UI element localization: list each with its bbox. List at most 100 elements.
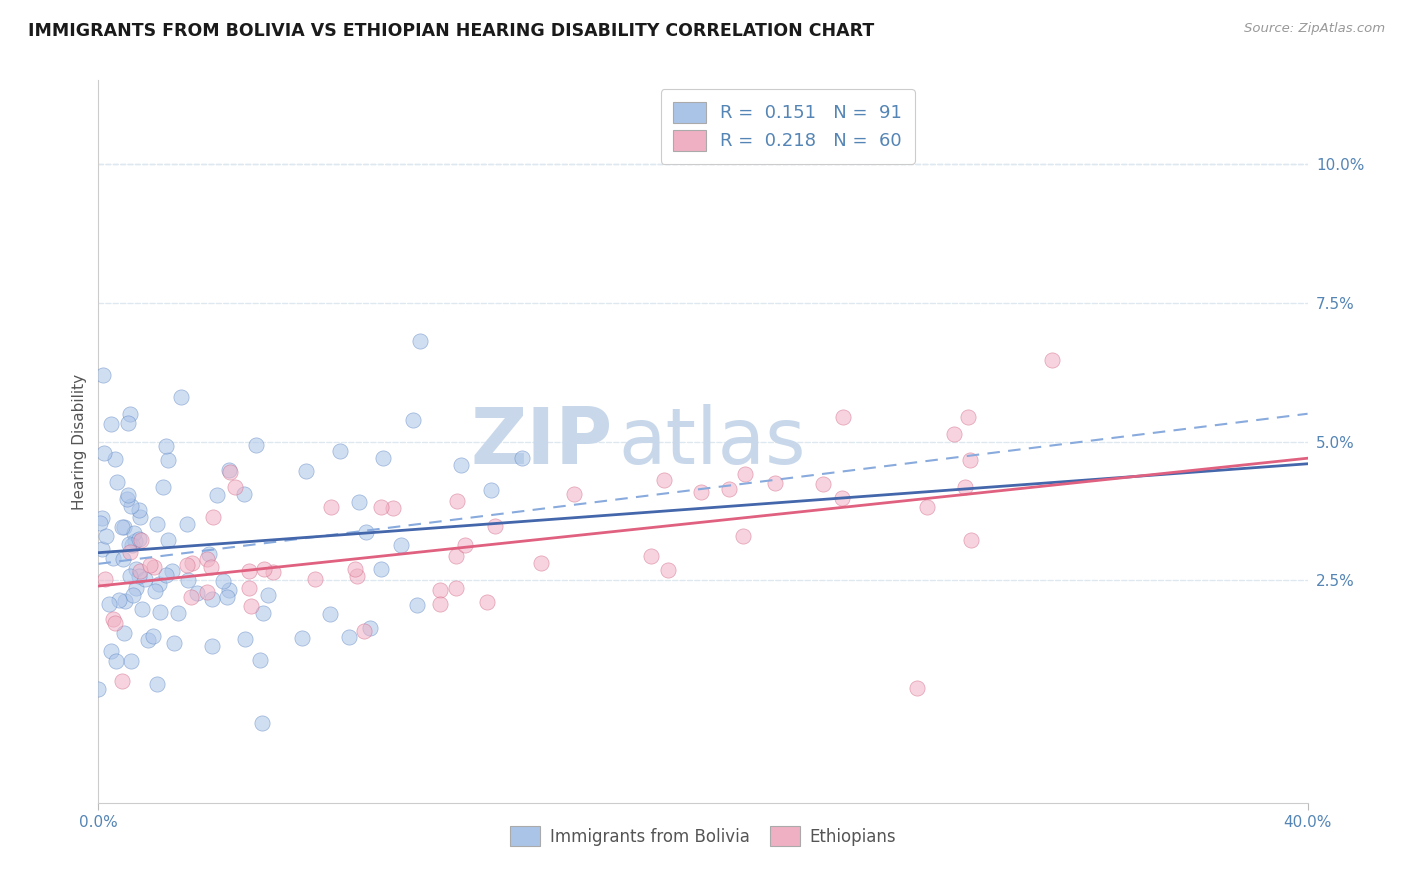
Point bbox=[118, 537, 141, 551]
Point bbox=[481, 483, 503, 497]
Point bbox=[319, 500, 342, 514]
Point bbox=[170, 390, 193, 404]
Point bbox=[256, 589, 278, 603]
Point bbox=[186, 586, 208, 600]
Point bbox=[253, 561, 276, 575]
Point bbox=[118, 545, 141, 559]
Point bbox=[224, 480, 246, 494]
Point bbox=[346, 569, 368, 583]
Text: atlas: atlas bbox=[619, 403, 806, 480]
Point bbox=[238, 564, 260, 578]
Point bbox=[100, 417, 122, 432]
Point bbox=[831, 491, 853, 505]
Point bbox=[142, 629, 165, 643]
Point bbox=[129, 509, 152, 524]
Point bbox=[218, 462, 240, 476]
Point bbox=[304, 572, 326, 586]
Point bbox=[143, 583, 166, 598]
Point bbox=[249, 652, 271, 666]
Point bbox=[652, 473, 675, 487]
Point bbox=[155, 440, 177, 454]
Point bbox=[731, 529, 754, 543]
Point bbox=[201, 509, 224, 524]
Point bbox=[245, 437, 267, 451]
Point bbox=[93, 572, 115, 586]
Point bbox=[1040, 352, 1063, 367]
Point bbox=[96, 529, 118, 543]
Point bbox=[690, 485, 713, 500]
Point bbox=[145, 516, 167, 531]
Legend: Immigrants from Bolivia, Ethiopians: Immigrants from Bolivia, Ethiopians bbox=[503, 820, 903, 852]
Point bbox=[262, 565, 284, 579]
Point bbox=[100, 643, 122, 657]
Point bbox=[252, 607, 274, 621]
Point bbox=[446, 549, 468, 564]
Point bbox=[238, 581, 260, 595]
Point bbox=[91, 368, 114, 382]
Point bbox=[111, 520, 134, 534]
Point bbox=[156, 453, 179, 467]
Point bbox=[218, 582, 240, 597]
Point bbox=[105, 654, 128, 668]
Point bbox=[200, 591, 222, 606]
Point bbox=[429, 597, 451, 611]
Point bbox=[211, 574, 233, 588]
Point bbox=[198, 548, 221, 562]
Point bbox=[112, 625, 135, 640]
Point bbox=[217, 591, 239, 605]
Text: IMMIGRANTS FROM BOLIVIA VS ETHIOPIAN HEARING DISABILITY CORRELATION CHART: IMMIGRANTS FROM BOLIVIA VS ETHIOPIAN HEA… bbox=[28, 22, 875, 40]
Point bbox=[117, 487, 139, 501]
Point bbox=[382, 501, 405, 516]
Text: ZIP: ZIP bbox=[470, 403, 613, 480]
Point bbox=[143, 560, 166, 574]
Point bbox=[101, 612, 124, 626]
Point bbox=[128, 503, 150, 517]
Point bbox=[356, 524, 378, 539]
Point bbox=[91, 541, 114, 556]
Point bbox=[446, 494, 468, 508]
Point bbox=[405, 598, 427, 612]
Point bbox=[157, 533, 180, 547]
Point bbox=[240, 599, 263, 613]
Point bbox=[91, 511, 114, 525]
Point bbox=[450, 458, 472, 472]
Point bbox=[122, 526, 145, 541]
Point bbox=[134, 572, 156, 586]
Point bbox=[763, 476, 786, 491]
Y-axis label: Hearing Disability: Hearing Disability bbox=[72, 374, 87, 509]
Point bbox=[112, 520, 135, 534]
Point bbox=[200, 559, 222, 574]
Point bbox=[905, 681, 928, 696]
Point bbox=[218, 465, 240, 479]
Point bbox=[813, 477, 835, 491]
Point bbox=[915, 500, 938, 515]
Point bbox=[128, 532, 150, 546]
Point bbox=[510, 451, 533, 466]
Point bbox=[105, 475, 128, 489]
Point bbox=[120, 500, 142, 514]
Point bbox=[195, 585, 218, 599]
Point bbox=[149, 605, 172, 619]
Point bbox=[112, 552, 135, 566]
Point bbox=[942, 426, 965, 441]
Point bbox=[120, 654, 142, 668]
Point bbox=[233, 487, 256, 501]
Point bbox=[118, 407, 141, 421]
Point bbox=[138, 632, 160, 647]
Point bbox=[89, 516, 111, 530]
Point bbox=[129, 565, 152, 579]
Point bbox=[139, 558, 162, 572]
Point bbox=[360, 622, 382, 636]
Point bbox=[960, 533, 983, 547]
Point bbox=[371, 451, 394, 466]
Point bbox=[180, 590, 202, 604]
Point bbox=[344, 561, 367, 575]
Point bbox=[124, 533, 146, 548]
Point bbox=[117, 491, 139, 506]
Point bbox=[453, 538, 475, 552]
Point bbox=[121, 538, 143, 552]
Point bbox=[389, 539, 412, 553]
Point bbox=[484, 519, 506, 533]
Point bbox=[370, 562, 392, 576]
Point bbox=[176, 558, 198, 572]
